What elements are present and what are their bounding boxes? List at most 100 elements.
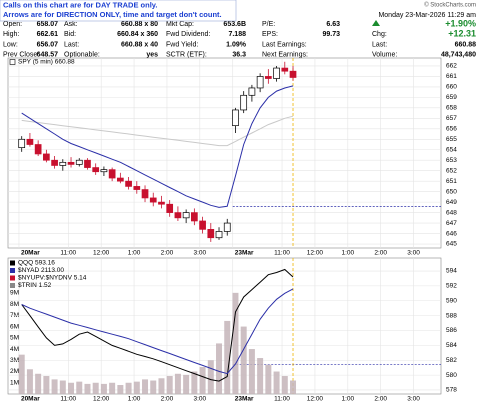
legend-label: $TRIN 1.52	[18, 282, 52, 289]
legend-swatch	[10, 283, 15, 288]
field-label: Fwd Yield:	[166, 41, 198, 48]
volume-bar	[59, 380, 66, 394]
volume-bar	[68, 382, 75, 394]
y-tick-label: 660	[446, 84, 457, 91]
volume-bar	[133, 381, 140, 394]
volume-bar	[26, 369, 33, 394]
candle-body	[273, 67, 280, 79]
x-tick-label: 1:00	[128, 250, 141, 257]
x-tick-label: 3:00	[194, 396, 207, 403]
x-tick-label: 1:00	[341, 396, 354, 403]
candle-body	[92, 167, 100, 173]
x-tick-label: 2:00	[161, 250, 174, 257]
candle-body	[289, 70, 297, 78]
y-tick-label: 8M	[10, 301, 19, 308]
y-tick-label: 646	[446, 230, 457, 237]
y2-tick-label: 578	[446, 387, 457, 394]
legend-label: SPY (5 min) 660.88	[18, 59, 75, 66]
candle-body	[43, 153, 50, 161]
candle-body	[223, 222, 231, 232]
field-value: 99.73	[322, 31, 340, 38]
field-label: Low:	[3, 41, 18, 48]
candle-body	[215, 231, 223, 239]
volume-bar	[183, 374, 190, 394]
candle-body	[174, 212, 182, 219]
x-tick-label: 1:00	[341, 250, 354, 257]
candle-body	[182, 212, 190, 219]
y-tick-label: 4M	[10, 346, 19, 353]
y-tick-label: 662	[446, 63, 457, 70]
y2-tick-label: 588	[446, 312, 457, 319]
volume-bar	[191, 371, 198, 394]
field-label: Last:	[64, 41, 79, 48]
legend-label: $NYAD 2113.00	[18, 267, 64, 274]
field-value: +12.31	[448, 29, 476, 39]
x-tick-label: 2:00	[374, 250, 387, 257]
candle-body	[191, 212, 198, 222]
y-tick-label: 647	[446, 220, 457, 227]
y-tick-label: 653	[446, 157, 457, 164]
x-tick-label: 2:00	[374, 396, 387, 403]
volume-bar	[281, 376, 288, 394]
notice-line: Calls on this chart are for DAY TRADE on…	[3, 0, 157, 9]
y2-tick-label: 586	[446, 327, 457, 334]
volume-bar	[76, 381, 83, 394]
y2-tick-label: 584	[446, 342, 457, 349]
field-value: +1.90%	[445, 18, 476, 28]
notice-box	[0, 0, 237, 22]
x-tick-label: 11:00	[60, 250, 76, 257]
volume-bar	[273, 371, 280, 394]
y-tick-label: 9M	[10, 290, 19, 297]
volume-bar	[216, 343, 223, 394]
field-label: Bid:	[64, 31, 76, 38]
volume-bar	[290, 380, 297, 394]
y-tick-label: 655	[446, 136, 457, 143]
volume-bar	[248, 349, 255, 394]
y2-tick-label: 594	[446, 268, 457, 275]
field-label: Prev Close:	[3, 52, 39, 59]
candle-body	[281, 67, 289, 72]
field-value: 660.88	[455, 41, 477, 48]
y-tick-label: 656	[446, 126, 457, 133]
candle-body	[108, 169, 116, 179]
y-tick-label: 645	[446, 241, 457, 248]
candle-body	[100, 169, 108, 173]
field-value: yes	[146, 52, 158, 59]
field-value: 660.88 x 40	[121, 41, 158, 48]
volume-bar	[199, 367, 206, 394]
volume-bar	[35, 373, 42, 394]
volume-bar	[100, 383, 107, 394]
field-value: 653.6B	[223, 21, 246, 28]
y-tick-label: 651	[446, 178, 457, 185]
volume-bar	[240, 326, 247, 394]
volume-bar	[174, 373, 181, 394]
volume-bar	[117, 385, 124, 394]
volume-bar	[158, 378, 165, 394]
volume-bar	[150, 380, 157, 394]
candle-body	[141, 189, 149, 199]
candle-body	[264, 76, 272, 79]
y2-tick-label: 590	[446, 297, 457, 304]
field-label: Volume:	[372, 52, 397, 59]
y-tick-label: 652	[446, 167, 457, 174]
candle-body	[59, 161, 67, 166]
legend-swatch	[10, 268, 15, 273]
date: Monday 23-Mar-2026 11:29 am	[378, 12, 476, 19]
y-tick-label: 659	[446, 94, 457, 101]
volume-bar	[224, 320, 231, 394]
x-tick-label: 3:00	[407, 396, 420, 403]
candle-body	[117, 177, 124, 182]
x-tick-label: 11:00	[274, 396, 290, 403]
x-tick-label: 20Mar	[21, 396, 40, 403]
y-tick-label: 658	[446, 105, 457, 112]
x-tick-label: 3:00	[194, 250, 207, 257]
field-label: EPS:	[262, 31, 278, 38]
x-tick-label: 11:00	[60, 396, 76, 403]
field-value: 36.3	[232, 52, 246, 59]
volume-bar	[125, 382, 132, 394]
x-tick-label: 20Mar	[21, 250, 40, 257]
field-label: SCTR (ETF):	[166, 52, 207, 59]
x-tick-label: 11:00	[274, 250, 290, 257]
field-value: 648.57	[37, 52, 59, 59]
